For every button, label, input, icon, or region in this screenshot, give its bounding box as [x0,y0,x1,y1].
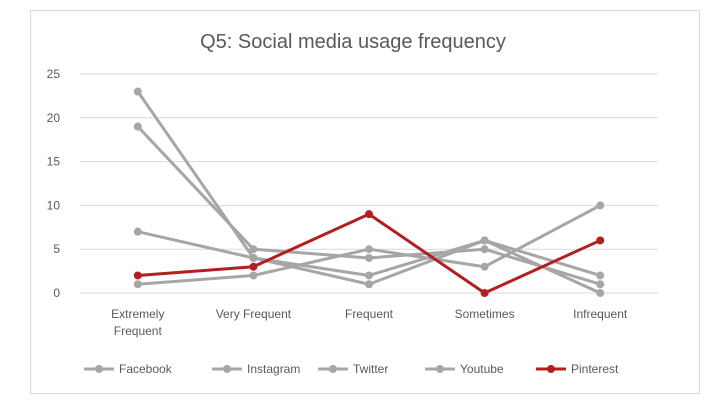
data-point [249,253,258,262]
legend-item-pinterest: Pinterest [536,362,619,376]
y-axis-ticks: 0 5 10 15 20 25 [47,67,61,300]
data-point [596,201,605,210]
series-pinterest [133,210,605,297]
data-point [480,289,489,297]
data-point [249,262,258,271]
x-tick-label: Extremely [111,307,164,321]
data-point [365,245,373,254]
data-point [480,236,489,245]
data-point [133,122,142,131]
data-point [596,289,605,297]
data-point [365,210,373,219]
data-point [596,280,605,289]
data-point [133,280,142,289]
data-point [133,87,142,96]
x-tick-label: Frequent [345,307,394,321]
data-point [596,236,605,245]
series-instagram [133,122,605,289]
x-axis-ticks: Extremely Frequent Very Frequent Frequent So… [111,307,628,338]
legend-item-twitter: Twitter [318,362,388,376]
legend-label: Twitter [353,362,388,376]
series-group [133,87,605,297]
data-point [249,271,258,280]
gridlines [80,73,658,294]
x-tick-label: Infrequent [573,307,628,321]
legend-label: Youtube [460,362,504,376]
legend-swatch-marker [547,365,555,373]
series-youtube [133,201,605,289]
legend-swatch-marker [95,365,103,373]
y-tick-label: 25 [47,67,61,81]
legend-swatch-marker [329,365,337,373]
data-point [133,271,142,280]
data-point [480,245,489,254]
x-tick-label: Frequent [114,324,163,338]
legend-label: Pinterest [571,362,619,376]
y-tick-label: 10 [47,198,61,212]
chart-title: Q5: Social media usage frequency [200,31,506,53]
data-point [480,262,489,271]
legend-item-facebook: Facebook [84,362,173,376]
y-tick-label: 20 [47,111,61,125]
legend-item-instagram: Instagram [212,362,300,376]
data-point [596,271,605,280]
series-twitter [133,227,605,280]
data-point [365,253,373,262]
y-tick-label: 0 [53,286,60,300]
legend-swatch-marker [223,365,231,373]
data-point [133,227,142,236]
data-point [365,280,373,289]
data-point [249,245,258,254]
y-tick-label: 15 [47,155,61,169]
legend-label: Instagram [247,362,300,376]
legend-item-youtube: Youtube [425,362,504,376]
x-tick-label: Very Frequent [216,307,292,321]
x-tick-label: Sometimes [455,307,515,321]
legend: Facebook Instagram Twitter Youtube Pinterest [84,362,619,376]
y-tick-label: 5 [53,242,60,256]
legend-swatch-marker [436,365,444,373]
legend-label: Facebook [119,362,173,376]
data-point [365,271,373,280]
